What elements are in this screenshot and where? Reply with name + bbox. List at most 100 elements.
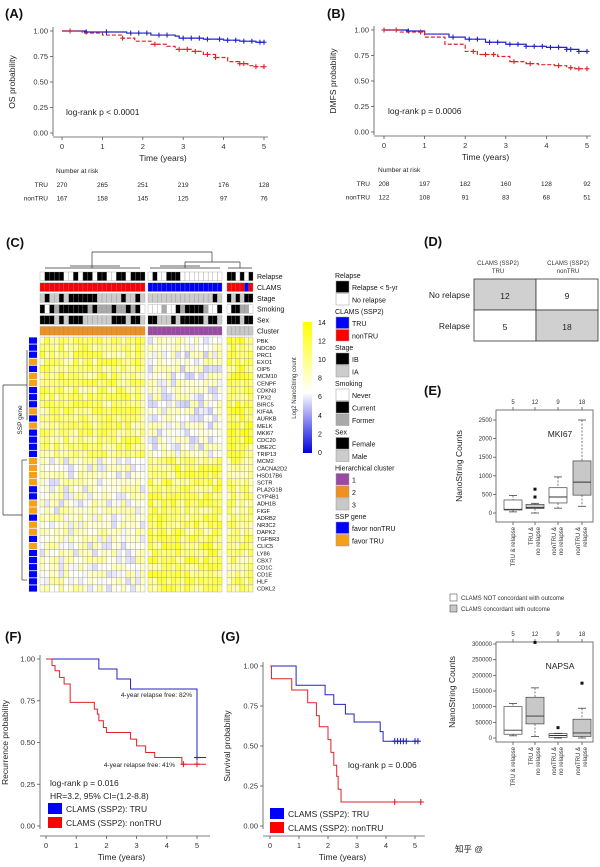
heatmap-cell bbox=[194, 513, 200, 522]
annotation-cell-clams bbox=[194, 282, 200, 292]
heatmap-cell bbox=[226, 336, 232, 345]
annotation-cell-sex bbox=[239, 315, 245, 325]
heatmap-cell bbox=[87, 343, 93, 352]
heatmap-cell bbox=[203, 584, 209, 593]
annotation-cell-clams bbox=[244, 282, 249, 292]
heatmap-cell bbox=[194, 563, 200, 571]
heatmap-cell bbox=[157, 407, 163, 416]
heatmap-cell bbox=[82, 365, 88, 373]
heatmap-cell bbox=[212, 372, 218, 380]
heatmap-cell bbox=[198, 542, 204, 550]
heatmap-cell bbox=[140, 372, 146, 380]
heatmap-cell bbox=[152, 471, 158, 479]
heatmap-cell bbox=[140, 457, 146, 465]
censor-mark bbox=[487, 39, 493, 45]
heatmap-cell bbox=[68, 478, 74, 486]
heatmap-cell bbox=[226, 563, 232, 571]
heatmap-cell bbox=[97, 407, 103, 416]
annotation-cell-cluster bbox=[161, 326, 167, 336]
heatmap-cell bbox=[140, 464, 146, 472]
heatmap-cell bbox=[116, 336, 122, 345]
heatmap-cell bbox=[198, 414, 204, 423]
heatmap-cell bbox=[217, 435, 223, 444]
annotation-cell-relapse bbox=[97, 271, 103, 281]
heatmap-cell bbox=[87, 464, 93, 472]
gene-label: SCTR bbox=[257, 480, 272, 486]
heatmap-cell bbox=[235, 570, 241, 579]
ssp-gene-cell bbox=[29, 500, 37, 507]
heatmap-cell bbox=[212, 584, 218, 593]
heatmap-cell bbox=[161, 506, 167, 515]
km-curve-nontru bbox=[270, 665, 421, 803]
heatmap-cell bbox=[49, 343, 55, 352]
annotation-cell-sex bbox=[125, 315, 131, 325]
annotation-cell-relapse bbox=[175, 271, 181, 281]
annotation-cell-smoking bbox=[54, 304, 60, 314]
heatmap-cell bbox=[217, 365, 223, 373]
heatmap-cell bbox=[125, 556, 131, 564]
heatmap-cell bbox=[239, 421, 245, 430]
heatmap-cell bbox=[92, 535, 98, 543]
heatmap-cell bbox=[212, 513, 218, 522]
gene-label: MCM2 bbox=[257, 459, 274, 465]
count-label: 18 bbox=[579, 400, 586, 406]
heatmap-cell bbox=[68, 350, 74, 359]
heatmap-cell bbox=[101, 542, 107, 550]
legend-title: Smoking bbox=[335, 381, 362, 388]
heatmap-cell bbox=[39, 570, 45, 579]
risk-count: 208 bbox=[379, 181, 390, 188]
annotation-cell-stage bbox=[68, 293, 74, 303]
heatmap-cell bbox=[207, 443, 213, 451]
heatmap-cell bbox=[49, 421, 55, 430]
heatmap-cell bbox=[152, 478, 158, 486]
heatmap-cell bbox=[116, 464, 122, 472]
count-label: 18 bbox=[579, 632, 586, 638]
heatmap-cell bbox=[203, 400, 209, 409]
heatmap-cell bbox=[175, 464, 181, 472]
heatmap-cell bbox=[106, 542, 112, 550]
heatmap-cell bbox=[147, 365, 153, 373]
heatmap-cell bbox=[239, 577, 245, 586]
heatmap-cell bbox=[44, 386, 50, 394]
heatmap-cell bbox=[135, 350, 141, 359]
heatmap-cell bbox=[248, 407, 254, 416]
heatmap-cell bbox=[239, 393, 245, 401]
heatmap-cell bbox=[244, 535, 249, 543]
colorbar-tick-label: 8 bbox=[318, 376, 322, 383]
annotation-cell-stage bbox=[189, 293, 195, 303]
heatmap-cell bbox=[63, 358, 69, 366]
annotation-cell-cluster bbox=[231, 326, 236, 336]
heatmap-cell bbox=[78, 570, 84, 579]
heatmap-cell bbox=[116, 457, 122, 465]
annotation-cell-clams bbox=[58, 282, 65, 292]
heatmap-cell bbox=[116, 478, 122, 486]
heatmap-cell bbox=[152, 485, 158, 494]
y-tick-label: 300000 bbox=[472, 642, 493, 648]
box bbox=[503, 499, 523, 511]
heatmap-cell bbox=[120, 584, 127, 593]
x-tick-label: 0 bbox=[60, 142, 64, 151]
heatmap-cell bbox=[226, 343, 232, 352]
censor-mark bbox=[576, 66, 582, 72]
heatmap-cell bbox=[101, 386, 107, 394]
heatmap-cell bbox=[78, 450, 84, 458]
heatmap-cell bbox=[161, 492, 167, 501]
heatmap-cell bbox=[97, 414, 103, 423]
annotation-cell-cluster bbox=[244, 326, 249, 336]
heatmap-cell bbox=[49, 542, 55, 550]
heatmap-cell bbox=[226, 379, 232, 387]
heatmap-cell bbox=[101, 350, 107, 359]
boxplot-0 bbox=[503, 495, 523, 513]
heatmap-cell bbox=[198, 350, 204, 359]
heatmap-cell bbox=[217, 563, 223, 571]
heatmap-cell bbox=[161, 556, 167, 564]
heatmap-cell bbox=[87, 542, 93, 550]
heatmap-cell bbox=[166, 443, 172, 451]
heatmap-cell bbox=[248, 414, 254, 423]
heatmap-cell bbox=[198, 379, 204, 387]
count-label: 12 bbox=[532, 632, 539, 638]
heatmap-cell bbox=[68, 584, 74, 593]
heatmap-cell bbox=[226, 471, 232, 479]
heatmap-cell bbox=[63, 365, 69, 373]
heatmap-cell bbox=[63, 400, 69, 409]
